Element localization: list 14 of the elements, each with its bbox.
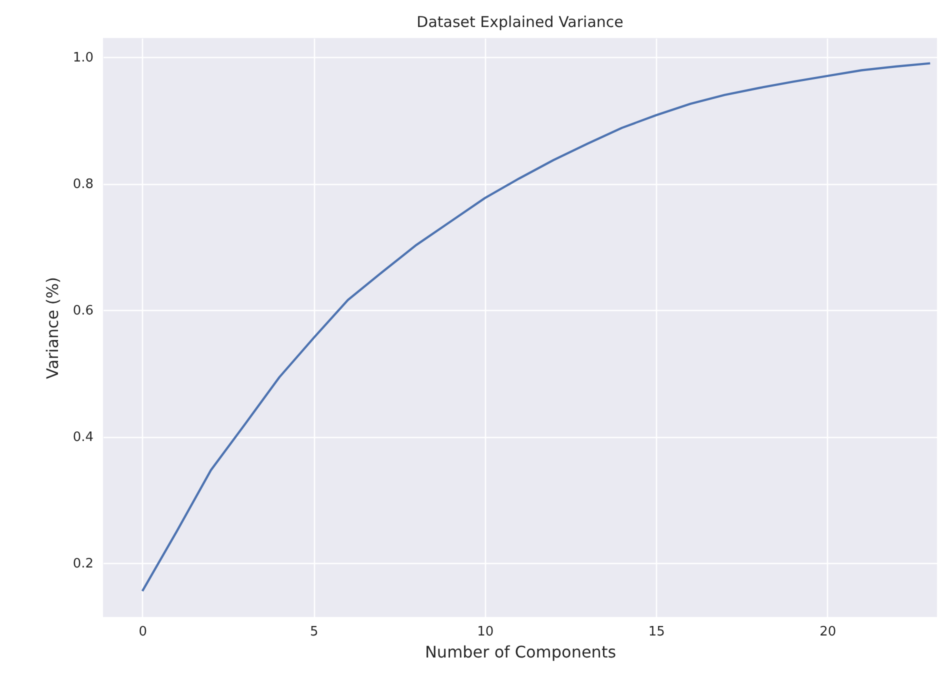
y-axis-title: Variance (%) [42,277,62,379]
x-axis-title: Number of Components [424,642,616,662]
y-tick-label: 0.8 [72,177,94,192]
x-tick-label: 15 [648,624,665,640]
x-tick-label: 0 [138,624,148,640]
y-tick-label: 1.0 [72,50,94,66]
chart-title: Dataset Explained Variance [416,13,624,31]
x-tick-label: 5 [310,624,318,640]
line-series [141,62,932,592]
x-tick-label: 10 [477,624,494,640]
y-tick-label: 0.2 [72,556,94,572]
y-tick-label: 0.4 [72,430,94,446]
x-tick-label: 20 [820,624,836,640]
y-tick-label: 0.6 [72,304,94,319]
